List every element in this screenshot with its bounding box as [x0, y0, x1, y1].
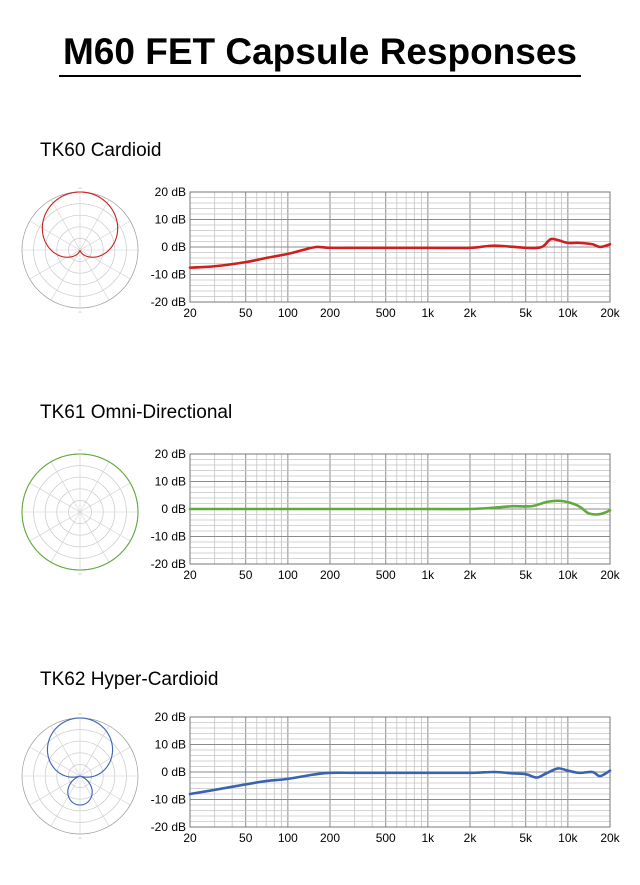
polar-grid: [21, 713, 139, 839]
y-tick-label: 10 dB: [155, 213, 186, 227]
x-tick-label: 20: [183, 568, 197, 582]
x-tick-label: 200: [320, 568, 340, 582]
polar-spoke: [79, 511, 131, 542]
x-tick-label: 20: [183, 306, 197, 320]
x-tick-label: 500: [376, 831, 396, 845]
polar-spoke: [29, 220, 81, 251]
x-tick-label: 200: [320, 831, 340, 845]
x-tick-label: 2k: [464, 568, 478, 582]
polar-spoke: [50, 249, 81, 301]
polar-spoke: [79, 249, 131, 280]
y-tick-label: -10 dB: [151, 268, 186, 282]
polar-spoke: [79, 249, 110, 301]
response-curve: [188, 767, 612, 796]
polar-spoke: [79, 725, 110, 777]
y-tick-label: -10 dB: [151, 530, 186, 544]
y-tick-label: -10 dB: [151, 793, 186, 807]
polar-pattern-curve: [41, 191, 119, 258]
x-tick-label: 500: [376, 568, 396, 582]
polar-grid: [21, 449, 139, 575]
x-tick-label: 50: [239, 568, 253, 582]
polar-spoke: [79, 775, 110, 827]
polar-spoke: [29, 249, 81, 280]
x-tick-label: 10k: [558, 568, 578, 582]
y-tick-label: 0 dB: [161, 765, 186, 779]
polar-pattern-curve: [21, 453, 139, 571]
x-tick-label: 50: [239, 831, 253, 845]
y-tick-label: 20 dB: [155, 185, 186, 199]
y-tick-label: -20 dB: [151, 820, 186, 834]
polar-spoke: [79, 746, 131, 777]
polar-spoke: [79, 220, 131, 251]
y-tick-label: 20 dB: [155, 710, 186, 724]
polar-spoke: [29, 775, 81, 806]
polar-spoke: [29, 746, 81, 777]
polar-spoke: [79, 511, 110, 563]
section-title-tk61: TK61 Omni-Directional: [40, 402, 233, 423]
x-tick-label: 1k: [422, 306, 436, 320]
polar-spoke: [50, 725, 81, 777]
x-tick-label: 2k: [464, 306, 478, 320]
response-curve: [188, 237, 612, 269]
x-tick-label: 1k: [422, 568, 436, 582]
plot-frame: [189, 191, 611, 303]
polar-spoke: [29, 482, 81, 513]
x-tick-label: 20k: [600, 306, 620, 320]
y-tick-label: -20 dB: [151, 295, 186, 309]
x-tick-label: 100: [278, 831, 298, 845]
polar-spoke: [50, 199, 81, 251]
section-title-tk60: TK60 Cardioid: [40, 140, 162, 161]
polar-spoke: [50, 511, 81, 563]
section-title-tk62: TK62 Hyper-Cardioid: [40, 669, 219, 690]
x-tick-label: 1k: [422, 831, 436, 845]
x-tick-label: 10k: [558, 831, 578, 845]
polar-spoke: [50, 461, 81, 513]
polar-pattern-tk60: [21, 187, 139, 313]
y-tick-label: 10 dB: [155, 738, 186, 752]
response-curve: [188, 499, 612, 516]
y-tick-label: 0 dB: [161, 502, 186, 516]
x-tick-label: 50: [239, 306, 253, 320]
y-tick-label: 20 dB: [155, 447, 186, 461]
polar-spoke: [79, 461, 110, 513]
page-title: M60 FET Capsule Responses: [62, 31, 578, 72]
polar-pattern-tk62: [21, 713, 139, 839]
y-tick-label: 10 dB: [155, 475, 186, 489]
x-tick-label: 200: [320, 306, 340, 320]
x-tick-label: 5k: [519, 306, 533, 320]
polar-spoke: [29, 511, 81, 542]
polar-spoke: [50, 775, 81, 827]
x-tick-label: 2k: [464, 831, 478, 845]
y-tick-label: -20 dB: [151, 557, 186, 571]
x-tick-label: 100: [278, 306, 298, 320]
x-tick-label: 5k: [519, 831, 533, 845]
x-tick-label: 500: [376, 306, 396, 320]
polar-spoke: [79, 482, 131, 513]
x-tick-label: 5k: [519, 568, 533, 582]
polar-spoke: [79, 775, 131, 806]
polar-pattern-tk61: [21, 449, 139, 575]
y-tick-label: 0 dB: [161, 240, 186, 254]
polar-pattern-curve: [46, 717, 114, 806]
x-tick-label: 100: [278, 568, 298, 582]
x-tick-label: 10k: [558, 306, 578, 320]
title-underline: [59, 75, 581, 77]
x-tick-label: 20: [183, 831, 197, 845]
x-tick-label: 20k: [600, 568, 620, 582]
x-tick-label: 20k: [600, 831, 620, 845]
polar-spoke: [79, 199, 110, 251]
grid: [189, 716, 611, 828]
